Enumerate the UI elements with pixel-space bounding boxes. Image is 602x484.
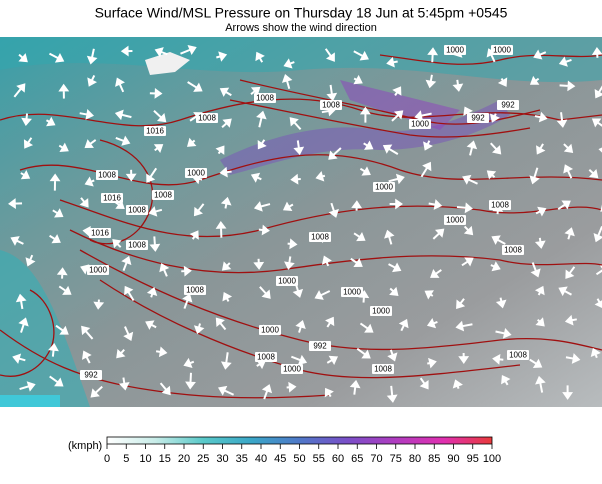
isobar-label: 1000 xyxy=(493,46,511,55)
colorbar-tick-label: 65 xyxy=(351,453,363,465)
isobar-label: 992 xyxy=(471,114,485,123)
subtitle: Arrows show the wind direction xyxy=(225,22,377,34)
colorbar-tick-label: 25 xyxy=(197,453,209,465)
colorbar-tick-label: 30 xyxy=(216,453,228,465)
isobar-label: 1008 xyxy=(256,94,274,103)
colorbar-ticks: 0 5 10 15 20 25 30 35 40 45 50 55 60 65 70 75 80 85 90 95 10… xyxy=(104,444,501,465)
colorbar-tick-label: 70 xyxy=(370,453,382,465)
isobar-label: 1000 xyxy=(372,307,390,316)
colorbar-tick-label: 95 xyxy=(467,453,479,465)
colorbar-tick-label: 80 xyxy=(409,453,421,465)
colorbar-tick-label: 100 xyxy=(483,453,501,465)
isobar-label: 1000 xyxy=(411,120,429,129)
isobar-label: 1000 xyxy=(343,288,361,297)
colorbar-tick-label: 15 xyxy=(159,453,171,465)
colorbar xyxy=(107,437,492,444)
isobar-label: 1000 xyxy=(187,169,205,178)
isobar-label: 1008 xyxy=(491,201,509,210)
isobar-label: 1008 xyxy=(504,246,522,255)
isobar-label: 1008 xyxy=(98,171,116,180)
title: Surface Wind/MSL Pressure on Thursday 18… xyxy=(95,5,508,21)
isobar-label: 992 xyxy=(501,101,515,110)
isobar-label: 992 xyxy=(313,342,327,351)
isobar-label: 1008 xyxy=(128,206,146,215)
isobar-label: 1000 xyxy=(446,216,464,225)
water xyxy=(0,395,60,407)
isobar-label: 1000 xyxy=(446,46,464,55)
colorbar-tick-label: 55 xyxy=(313,453,325,465)
isobar-label: 1008 xyxy=(322,101,340,110)
map: 1000 1000 992 1008 1008 1016 1008 992 1000 1000 10… xyxy=(0,37,602,407)
isobar-label: 1016 xyxy=(91,229,109,238)
colorbar-tick-label: 60 xyxy=(332,453,344,465)
isobar-label: 1008 xyxy=(154,191,172,200)
colorbar-tick-label: 10 xyxy=(139,453,151,465)
legend-unit: (kmph) xyxy=(68,440,102,452)
colorbar-tick-label: 5 xyxy=(123,453,129,465)
isobar-label: 1000 xyxy=(261,326,279,335)
colorbar-tick-label: 50 xyxy=(293,453,305,465)
isobar-label: 1008 xyxy=(374,365,392,374)
colorbar-tick-label: 85 xyxy=(428,453,440,465)
isobar-label: 992 xyxy=(84,371,98,380)
isobar-label: 1000 xyxy=(278,277,296,286)
isobar-label: 1000 xyxy=(89,266,107,275)
isobar-label: 1016 xyxy=(146,127,164,136)
colorbar-tick-label: 20 xyxy=(178,453,190,465)
colorbar-tick-label: 35 xyxy=(236,453,248,465)
colorbar-tick-label: 45 xyxy=(274,453,286,465)
isobar-label: 1008 xyxy=(257,353,275,362)
colorbar-tick-label: 90 xyxy=(447,453,459,465)
isobar-label: 1000 xyxy=(375,183,393,192)
isobar-label: 1008 xyxy=(198,114,216,123)
isobar-label: 1000 xyxy=(283,365,301,374)
isobar-label: 1008 xyxy=(311,233,329,242)
colorbar-tick-label: 0 xyxy=(104,453,110,465)
isobar-label: 1008 xyxy=(509,351,527,360)
colorbar-tick-label: 40 xyxy=(255,453,267,465)
colorbar-tick-label: 75 xyxy=(390,453,402,465)
isobar-label: 1008 xyxy=(128,241,146,250)
isobar-label: 1008 xyxy=(186,286,204,295)
isobar-label: 1016 xyxy=(103,194,121,203)
